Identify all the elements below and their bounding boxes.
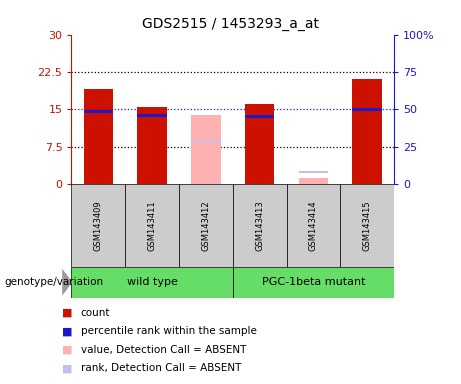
Text: GSM143411: GSM143411 (148, 200, 157, 251)
Text: percentile rank within the sample: percentile rank within the sample (81, 326, 257, 336)
Text: GDS2515 / 1453293_a_at: GDS2515 / 1453293_a_at (142, 17, 319, 31)
Bar (299, 178, 328, 184)
Text: GSM143413: GSM143413 (255, 200, 264, 251)
Bar (191, 141, 221, 143)
Text: GSM143409: GSM143409 (94, 200, 103, 251)
Text: ■: ■ (62, 363, 73, 373)
Bar (137, 114, 167, 117)
Bar (71, 184, 125, 267)
Bar (179, 184, 233, 267)
Text: rank, Detection Call = ABSENT: rank, Detection Call = ABSENT (81, 363, 241, 373)
Text: ■: ■ (62, 326, 73, 336)
Text: wild type: wild type (127, 277, 177, 287)
Bar (233, 184, 287, 267)
Bar (245, 104, 274, 184)
Text: value, Detection Call = ABSENT: value, Detection Call = ABSENT (81, 345, 246, 355)
Bar (245, 116, 274, 118)
Polygon shape (62, 269, 72, 296)
Text: ■: ■ (62, 345, 73, 355)
Bar (287, 184, 340, 267)
Bar (353, 79, 382, 184)
Bar (83, 89, 113, 184)
Text: PGC-1beta mutant: PGC-1beta mutant (262, 277, 365, 287)
Bar (191, 116, 221, 184)
Bar (83, 111, 113, 113)
Bar (71, 267, 233, 298)
Bar (353, 108, 382, 111)
Text: GSM143415: GSM143415 (363, 200, 372, 251)
Text: GSM143414: GSM143414 (309, 200, 318, 251)
Text: genotype/variation: genotype/variation (5, 277, 104, 287)
Bar (233, 267, 394, 298)
Bar (340, 184, 394, 267)
Bar (299, 170, 328, 173)
Text: ■: ■ (62, 308, 73, 318)
Text: GSM143412: GSM143412 (201, 200, 210, 251)
Bar (125, 184, 179, 267)
Text: count: count (81, 308, 110, 318)
Bar (137, 108, 167, 184)
